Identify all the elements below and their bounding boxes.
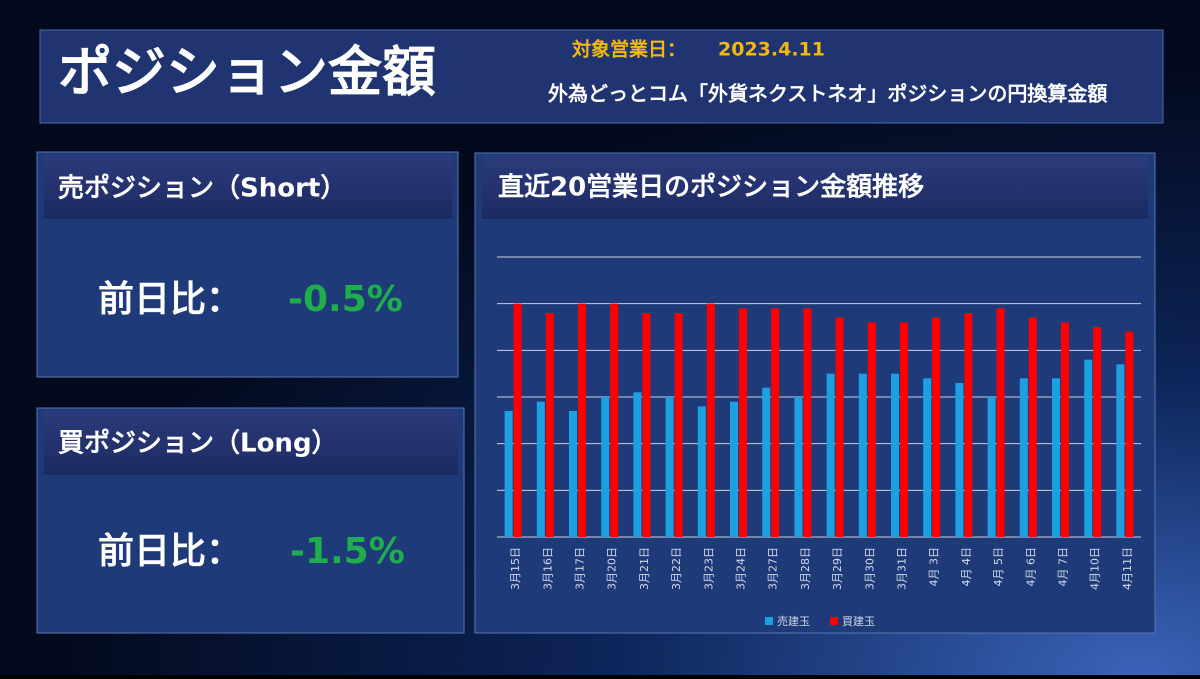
bar [955, 383, 964, 537]
subtitle: 外為どっとコム「外貨ネクストネオ」ポジションの円換算金額 [548, 82, 1107, 106]
x-tick-label: 3月24日 [735, 547, 748, 590]
bar [835, 317, 844, 537]
bar [739, 308, 747, 537]
bar [1125, 331, 1134, 537]
x-tick-label: 3月29日 [831, 547, 844, 590]
short-panel-band [44, 155, 452, 219]
bar [858, 373, 867, 537]
long-value: -1.5% [290, 531, 405, 572]
bar [996, 308, 1005, 537]
bar [932, 317, 941, 537]
bar [601, 397, 610, 537]
x-tick-label: 3月16日 [541, 547, 554, 590]
bar [923, 378, 932, 537]
x-tick-label: 4月 6日 [1024, 547, 1037, 587]
x-tick-label: 4月10日 [1089, 547, 1102, 590]
bar [633, 392, 642, 537]
x-tick-label: 4月 3日 [928, 547, 941, 587]
x-tick-label: 4月11日 [1121, 547, 1134, 590]
x-tick-label: 3月27日 [767, 547, 780, 590]
bar [1019, 378, 1028, 537]
bar [569, 411, 577, 537]
x-tick-label: 3月17日 [574, 547, 587, 590]
bar [803, 308, 812, 537]
long-panel-band [44, 411, 458, 475]
bar [1061, 322, 1069, 537]
bar [762, 387, 771, 537]
bar [730, 401, 738, 537]
bar [545, 313, 554, 537]
bar [826, 373, 835, 537]
x-tick-label: 3月30日 [863, 547, 876, 590]
x-tick-label: 3月22日 [670, 547, 683, 590]
x-tick-label: 3月31日 [896, 547, 909, 590]
x-tick-label: 3月28日 [799, 547, 812, 590]
bar [706, 303, 715, 537]
x-tick-label: 3月23日 [702, 547, 715, 590]
bar [665, 397, 674, 537]
short-value: -0.5% [288, 279, 403, 320]
long-title: 買ポジション（Long） [58, 428, 338, 459]
bar [578, 303, 586, 537]
long-label: 前日比： [98, 531, 242, 572]
bar [674, 313, 683, 537]
date-label: 対象営業日： [571, 38, 686, 61]
short-title: 売ポジション（Short） [58, 173, 346, 204]
chart-title: 直近20営業日のポジション金額推移 [498, 172, 924, 203]
plot: 3月15日 3月16日 3月17日 3月20日 3月21日 3月22日 3月23日 3月24日… [497, 256, 1141, 628]
chart-panel-band [482, 156, 1148, 219]
bar [536, 401, 545, 537]
legend-label: 売建玉 [777, 614, 810, 628]
bar [964, 313, 973, 537]
x-tick-label: 4月 4日 [960, 547, 973, 587]
x-tick-label: 3月21日 [638, 547, 651, 590]
bar [642, 313, 651, 537]
header-box [39, 29, 1164, 124]
bar [697, 406, 706, 537]
x-tick-label: 3月20日 [606, 547, 619, 590]
x-tick-label: 4月 5日 [992, 547, 1005, 587]
legend-swatch [830, 617, 838, 625]
bar [1028, 317, 1037, 537]
bar [771, 308, 780, 537]
bar [987, 397, 996, 537]
bar [1052, 378, 1060, 537]
bar [513, 303, 522, 537]
bar [1116, 364, 1125, 537]
legend-swatch [765, 617, 773, 625]
chart-panel [474, 152, 1156, 634]
bar [1093, 327, 1102, 537]
page-title: ポジション金額 [58, 41, 436, 104]
bar [1084, 359, 1093, 537]
short-label: 前日比： [98, 279, 242, 320]
bar [504, 411, 513, 537]
date: 2023.4.11 [718, 39, 825, 61]
legend-label: 買建玉 [842, 614, 875, 628]
x-tick-label: 3月15日 [509, 547, 522, 590]
bar [794, 397, 803, 537]
bar [610, 303, 619, 537]
x-tick-label: 4月 7日 [1057, 547, 1070, 587]
bar [900, 322, 908, 537]
bar [891, 373, 899, 537]
bar [867, 322, 876, 537]
